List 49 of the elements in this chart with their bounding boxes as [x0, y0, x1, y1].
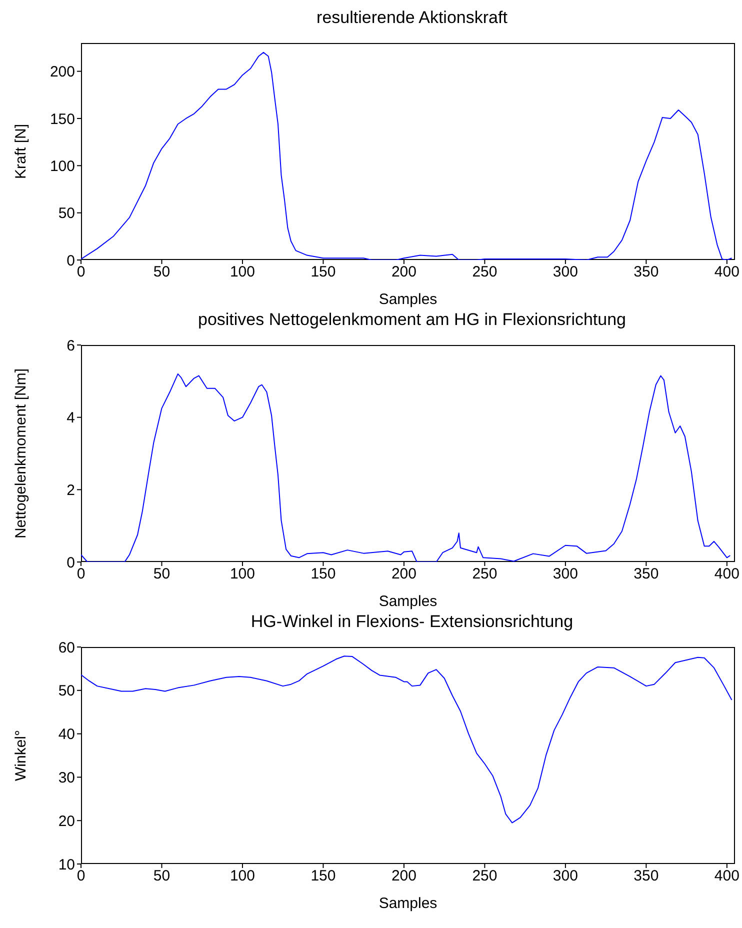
x-tick-label: 150	[310, 566, 336, 583]
x-tick-label: 100	[230, 264, 255, 281]
x-tick-label: 100	[230, 868, 255, 885]
x-tick-label: 250	[472, 264, 498, 281]
x-tick-label: 350	[634, 566, 659, 583]
x-tick-label: 200	[391, 264, 416, 281]
line-series	[81, 656, 732, 824]
y-tick-label: 30	[58, 770, 75, 787]
x-tick-label: 50	[153, 868, 170, 885]
x-tick-label: 100	[230, 566, 255, 583]
x-tick-label: 50	[153, 566, 170, 583]
x-axis-title: Samples	[378, 895, 438, 912]
x-tick-label: 400	[714, 566, 740, 583]
x-tick-label: 300	[552, 868, 578, 885]
x-tick-label: 300	[552, 264, 578, 281]
y-tick-label: 6	[66, 337, 75, 354]
x-tick-label: 200	[391, 868, 416, 885]
y-tick-label: 40	[58, 726, 75, 744]
x-tick-label: 150	[310, 868, 336, 885]
x-tick-label: 400	[714, 868, 740, 885]
y-axis-title: Kraft [N]	[12, 124, 30, 180]
y-tick-label: 0	[66, 252, 75, 270]
y-axis-title: Winkel°	[12, 730, 30, 782]
chart-title: resultierende Aktionskraft	[316, 8, 508, 29]
y-tick-label: 10	[58, 856, 75, 874]
y-tick-label: 100	[50, 158, 75, 175]
y-tick-label: 20	[58, 812, 75, 830]
y-tick-label: 2	[66, 482, 75, 499]
x-tick-label: 250	[472, 868, 498, 885]
x-tick-label: 300	[552, 566, 578, 583]
x-tick-label: 50	[153, 264, 170, 281]
y-tick-label: 150	[50, 110, 75, 128]
y-tick-label: 60	[58, 639, 75, 656]
x-tick-label: 350	[634, 868, 659, 885]
x-tick-label: 250	[472, 566, 498, 583]
y-tick-label: 0	[66, 554, 75, 572]
x-tick-label: 200	[391, 566, 416, 583]
x-tick-label: 350	[634, 264, 659, 281]
y-axis-title: Nettogelenkmoment [Nm]	[12, 368, 30, 539]
chart-title: HG-Winkel in Flexions- Extensionsrichtung	[250, 612, 574, 633]
y-tick-label: 4	[66, 410, 75, 427]
x-axis-title: Samples	[378, 593, 438, 610]
x-tick-label: 150	[310, 264, 336, 281]
y-tick-label: 50	[58, 682, 75, 700]
x-tick-label: 400	[714, 264, 740, 281]
y-tick-label: 50	[58, 205, 75, 222]
chart-title: positives Nettogelenkmoment am HG in Flexionsrichtung	[196, 310, 628, 331]
y-tick-label: 200	[50, 64, 75, 81]
x-axis-title: Samples	[378, 291, 438, 308]
